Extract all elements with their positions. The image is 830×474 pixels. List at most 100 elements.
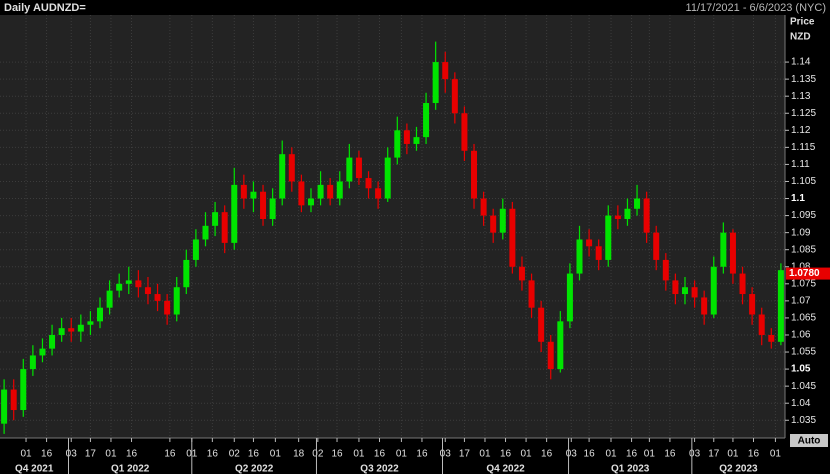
candle-body: [518, 266, 525, 281]
candle-body: [681, 287, 688, 295]
x-tick-label: 16: [374, 449, 386, 460]
candle-body: [729, 232, 736, 274]
candle-body: [758, 314, 765, 335]
candle-body: [279, 154, 286, 199]
x-tick-label: 01: [521, 449, 533, 460]
candle-body: [183, 259, 190, 288]
candle-body: [87, 321, 94, 325]
candle-body: [672, 280, 679, 295]
y-tick-label: 1.11: [791, 159, 810, 170]
candle-body: [144, 287, 151, 295]
candle-body: [49, 334, 56, 349]
candle-body: [777, 270, 784, 342]
y-tick-label: 1.055: [791, 347, 816, 358]
candle-body: [662, 259, 669, 281]
quarter-label: Q1 2023: [611, 464, 650, 474]
axes: 1.035 1.04 1.045 1.05 1.055 1.06 1.065 1.07 1.07…: [15, 57, 830, 474]
y-tick-label: 1.115: [791, 142, 816, 153]
y-tick-label: 1.035: [791, 415, 816, 426]
y-tick-label: 1.105: [791, 176, 816, 187]
candle-body: [10, 389, 17, 411]
x-tick-label: 01: [105, 449, 117, 460]
candle-body: [461, 113, 468, 151]
candle-body: [58, 328, 65, 335]
candle-body: [394, 130, 401, 158]
candle-body: [77, 324, 84, 332]
candle-body: [135, 280, 142, 288]
candle-body: [269, 198, 276, 219]
candle-body: [240, 184, 247, 199]
last-price-box: [786, 267, 830, 280]
candle-body: [346, 157, 353, 182]
y-tick-label: 1.125: [791, 108, 816, 119]
candle-body: [423, 103, 430, 138]
x-tick-label: 16: [541, 449, 553, 460]
y-tick-label: 1.045: [791, 381, 816, 392]
quarter-label: Q2 2022: [235, 464, 274, 474]
candle-body: [384, 157, 391, 199]
y-tick-label: 1.04: [791, 398, 811, 409]
candle-body: [528, 280, 535, 308]
x-tick-label: 16: [164, 449, 176, 460]
scale-mode[interactable]: Auto: [798, 436, 821, 447]
candle-body: [451, 79, 458, 114]
candle-body: [97, 307, 104, 322]
candle-body: [154, 294, 161, 301]
candle-body: [221, 212, 228, 243]
candles: [1, 41, 784, 434]
candle-body: [749, 294, 756, 315]
y-tick-label: 1.08: [791, 261, 811, 272]
candle-body: [634, 198, 641, 209]
x-tick-label: 17: [85, 449, 97, 460]
x-tick-label: 16: [748, 449, 760, 460]
chart-title: Daily AUDNZD=: [4, 2, 86, 14]
candle-body: [250, 191, 257, 199]
x-tick-label: 16: [664, 449, 676, 460]
candle-body: [566, 273, 573, 322]
x-tick-label: 16: [248, 449, 260, 460]
y-tick-label: 1.095: [791, 210, 816, 221]
x-tick-label: 16: [416, 449, 428, 460]
candle-body: [1, 389, 8, 424]
y-tick-label: 1.09: [791, 227, 811, 238]
candle-body: [490, 215, 497, 233]
quarter-label: Q3 2022: [360, 464, 399, 474]
candle-body: [432, 62, 439, 104]
x-tick-label: 01: [20, 449, 32, 460]
y-tick-label: 1.065: [791, 313, 816, 324]
x-tick-label: 16: [584, 449, 596, 460]
quarter-label: Q4 2021: [15, 464, 54, 474]
y-tick-label: 1.06: [791, 330, 811, 341]
candle-body: [701, 297, 708, 315]
candle-body: [202, 225, 209, 240]
candle-body: [39, 348, 46, 356]
x-tick-label: 16: [207, 449, 219, 460]
x-tick-label: 16: [41, 449, 53, 460]
x-tick-label: 01: [396, 449, 408, 460]
candle-body: [288, 154, 295, 182]
plot-area: [0, 15, 785, 438]
x-tick-label: 01: [353, 449, 365, 460]
candle-body: [480, 198, 487, 216]
y-tick-label: 1.05: [791, 364, 811, 375]
y-tick-label: 1.13: [791, 91, 811, 102]
candle-body: [538, 307, 545, 342]
x-tick-label: 03: [440, 449, 452, 460]
candle-body: [327, 184, 334, 199]
candle-body: [307, 198, 314, 206]
x-tick-label: 03: [66, 449, 78, 460]
y-tick-label: 1.07: [791, 296, 811, 307]
y-tick-label: 1.075: [791, 278, 816, 289]
candle-body: [231, 184, 238, 243]
currency-label: NZD: [790, 32, 811, 43]
candle-body: [298, 181, 305, 206]
scale-button[interactable]: [790, 434, 828, 447]
candle-body: [547, 341, 554, 370]
candle-body: [624, 208, 631, 219]
candle-body: [710, 266, 717, 315]
candle-body: [375, 188, 382, 199]
date-range: 11/17/2021 - 6/6/2023 (NYC): [686, 2, 826, 14]
candle-body: [125, 280, 132, 284]
candle-body: [471, 150, 478, 199]
x-tick-label: 01: [479, 449, 491, 460]
